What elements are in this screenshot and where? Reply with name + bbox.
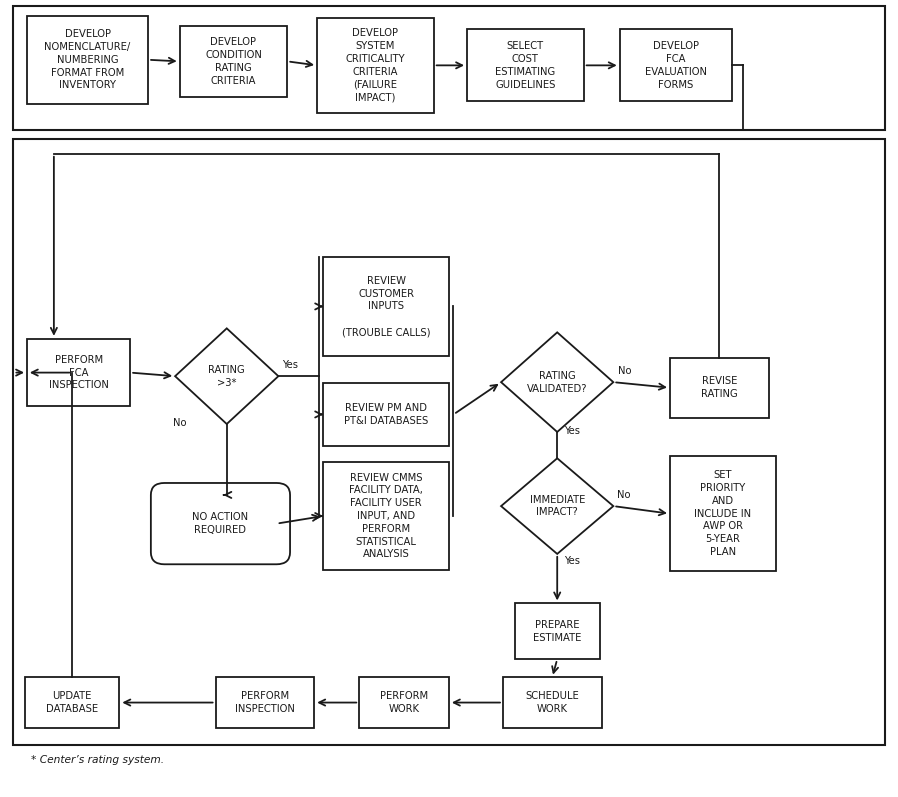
Bar: [13, 6, 885, 130]
Polygon shape: [501, 458, 613, 554]
Bar: [503, 677, 602, 728]
Text: REVISE
RATING: REVISE RATING: [701, 376, 737, 399]
Text: Yes: Yes: [565, 556, 580, 566]
Text: Yes: Yes: [565, 426, 580, 436]
Bar: [216, 677, 314, 728]
Text: No: No: [618, 366, 631, 376]
Text: DEVELOP
NOMENCLATURE/
NUMBERING
FORMAT FROM
INVENTORY: DEVELOP NOMENCLATURE/ NUMBERING FORMAT F…: [44, 29, 131, 90]
Bar: [515, 603, 600, 659]
Text: NO ACTION
REQUIRED: NO ACTION REQUIRED: [192, 512, 249, 535]
Text: DEVELOP
CONDITION
RATING
CRITERIA: DEVELOP CONDITION RATING CRITERIA: [205, 37, 262, 85]
Text: PERFORM
FCA
INSPECTION: PERFORM FCA INSPECTION: [48, 355, 109, 391]
Bar: [180, 26, 287, 97]
Text: Yes: Yes: [282, 359, 298, 370]
Text: SELECT
COST
ESTIMATING
GUIDELINES: SELECT COST ESTIMATING GUIDELINES: [495, 41, 556, 89]
Text: REVIEW
CUSTOMER
INPUTS

(TROUBLE CALLS): REVIEW CUSTOMER INPUTS (TROUBLE CALLS): [342, 276, 430, 337]
Polygon shape: [501, 332, 613, 432]
Text: * Center’s rating system.: * Center’s rating system.: [31, 755, 164, 765]
Text: PERFORM
INSPECTION: PERFORM INSPECTION: [235, 691, 295, 714]
Text: SET
PRIORITY
AND
INCLUDE IN
AWP OR
5-YEAR
PLAN: SET PRIORITY AND INCLUDE IN AWP OR 5-YEA…: [694, 470, 752, 557]
Text: IMMEDIATE
IMPACT?: IMMEDIATE IMPACT?: [530, 495, 585, 517]
Bar: [467, 29, 584, 101]
Text: No: No: [617, 489, 630, 500]
Polygon shape: [175, 328, 278, 424]
Bar: [27, 16, 148, 104]
FancyBboxPatch shape: [151, 483, 290, 564]
Text: DEVELOP
SYSTEM
CRITICALITY
CRITERIA
(FAILURE
IMPACT): DEVELOP SYSTEM CRITICALITY CRITERIA (FAI…: [346, 29, 405, 102]
Bar: [359, 677, 449, 728]
Bar: [27, 339, 130, 406]
Text: PERFORM
WORK: PERFORM WORK: [380, 691, 428, 714]
Bar: [25, 677, 119, 728]
Bar: [323, 383, 449, 446]
Text: RATING
>3*: RATING >3*: [208, 365, 245, 387]
Text: RATING
VALIDATED?: RATING VALIDATED?: [527, 371, 587, 394]
Text: No: No: [172, 418, 187, 428]
Bar: [670, 358, 769, 418]
Text: SCHEDULE
WORK: SCHEDULE WORK: [525, 691, 579, 714]
Bar: [323, 462, 449, 570]
Text: REVIEW CMMS
FACILITY DATA,
FACILITY USER
INPUT, AND
PERFORM
STATISTICAL
ANALYSIS: REVIEW CMMS FACILITY DATA, FACILITY USER…: [349, 473, 423, 559]
Bar: [13, 139, 885, 745]
Bar: [323, 257, 449, 356]
Text: PREPARE
ESTIMATE: PREPARE ESTIMATE: [533, 620, 581, 642]
Bar: [620, 29, 732, 101]
Bar: [317, 18, 434, 113]
Text: DEVELOP
FCA
EVALUATION
FORMS: DEVELOP FCA EVALUATION FORMS: [645, 41, 707, 89]
Text: REVIEW PM AND
PT&I DATABASES: REVIEW PM AND PT&I DATABASES: [344, 403, 428, 426]
Text: UPDATE
DATABASE: UPDATE DATABASE: [46, 691, 99, 714]
Bar: [670, 456, 776, 571]
